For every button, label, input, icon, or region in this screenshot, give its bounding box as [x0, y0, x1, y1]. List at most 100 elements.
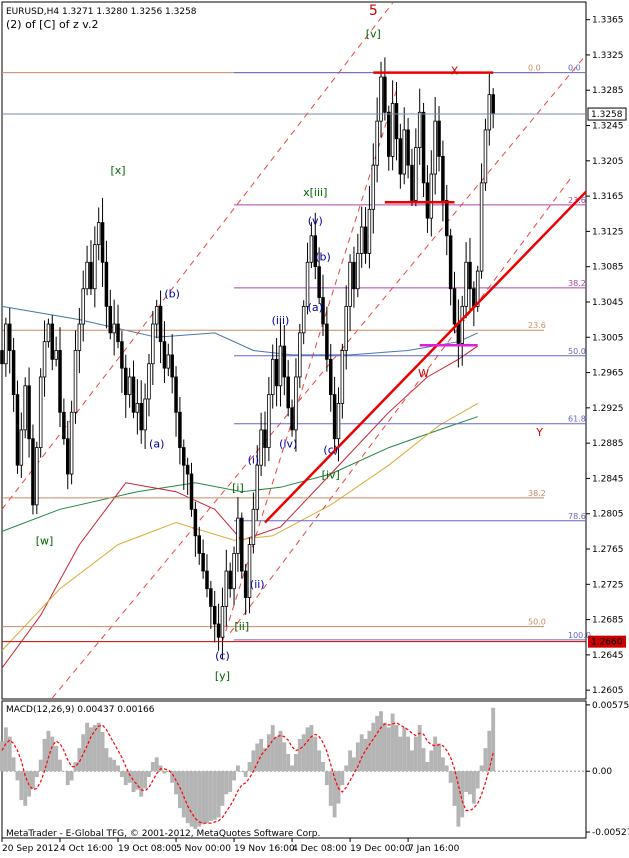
- candle-body: [317, 266, 321, 298]
- chart-title: EURUSD,H4 1.3271 1.3280 1.3256 1.3258: [6, 7, 197, 17]
- macd-histogram-bar: [355, 742, 360, 772]
- price-tick-label: 1.3245: [592, 122, 624, 132]
- candle-body: [151, 323, 155, 365]
- candle-body: [410, 164, 414, 201]
- candle-body: [305, 261, 310, 307]
- candle-body: [402, 129, 406, 175]
- macd-histogram-bar: [127, 771, 132, 783]
- macd-histogram-bar: [177, 771, 182, 809]
- candle-body: [77, 323, 82, 351]
- macd-histogram-bar: [255, 743, 260, 772]
- candle-body: [7, 323, 12, 351]
- candle-body: [220, 605, 225, 638]
- macd-histogram-bar: [0, 741, 4, 772]
- macd-histogram-bar: [270, 725, 275, 772]
- channel-line: [51, 54, 587, 699]
- macd-histogram-bar: [73, 762, 78, 772]
- macd-histogram-bar: [282, 742, 287, 772]
- macd-histogram-bar: [375, 715, 380, 772]
- macd-histogram-bar: [46, 730, 51, 772]
- wave-label: X: [451, 64, 459, 77]
- candle-body: [170, 354, 174, 378]
- footer-copyright: MetaTrader - E-Global TFG, © 2001-2012, …: [6, 829, 320, 839]
- candle-body: [73, 350, 78, 413]
- macd-histogram-bar: [421, 748, 426, 772]
- macd-histogram-bar: [150, 762, 155, 772]
- candle-body: [166, 354, 171, 369]
- price-tick-label: 1.3365: [592, 16, 624, 26]
- candle-body: [270, 358, 275, 396]
- candle-body: [93, 244, 97, 290]
- time-tick-label: 19 Oct 08:00: [118, 844, 177, 854]
- candle-body: [124, 367, 128, 396]
- chart-subtitle: (2) of [C] of z v.2: [6, 18, 98, 31]
- macd-histogram-bar: [313, 736, 318, 772]
- macd-histogram-bar: [131, 771, 136, 792]
- candle-body: [120, 341, 124, 369]
- macd-histogram-bar: [154, 757, 159, 772]
- candle-body: [38, 376, 43, 448]
- macd-histogram-bar: [425, 762, 430, 772]
- macd-histogram-bar: [468, 771, 472, 795]
- macd-histogram-bar: [475, 771, 480, 789]
- candle-body: [352, 261, 356, 290]
- candle-body: [464, 261, 468, 307]
- price-tick-label: 1.2645: [592, 651, 624, 661]
- candle-body: [35, 447, 39, 506]
- wave-label: [ii]: [234, 620, 249, 633]
- macd-histogram-bar: [170, 771, 175, 783]
- macd-histogram-bar: [3, 727, 8, 772]
- candle-body: [479, 182, 484, 272]
- macd-histogram-bar: [61, 771, 66, 772]
- candle-body: [69, 411, 74, 475]
- macd-histogram-bar: [483, 748, 488, 772]
- wave-label: [i]: [232, 482, 244, 495]
- price-axis: 1.3365 1.3325 1.3285 1.3245 1.3205 1.3165 1.31…: [586, 16, 627, 696]
- candle-body: [406, 129, 410, 166]
- macd-histogram-bar: [359, 734, 364, 772]
- macd-tick-label: 0.00: [592, 767, 612, 777]
- macd-histogram-bar: [31, 771, 35, 789]
- macd-histogram-bar: [464, 771, 469, 792]
- time-tick-label: 20 Sep 2012: [2, 844, 59, 854]
- macd-signal-line: [1, 722, 494, 824]
- macd-histogram-bar: [54, 745, 59, 772]
- macd-histogram-bar: [290, 765, 294, 772]
- candle-body: [445, 200, 449, 237]
- candle-body: [487, 94, 492, 131]
- candle-body: [131, 376, 136, 413]
- macd-histogram-bar: [50, 736, 55, 772]
- candle-body: [472, 288, 476, 307]
- price-panel-frame: [1, 1, 587, 700]
- macd-histogram-bar: [205, 771, 209, 824]
- candle-body: [127, 376, 132, 396]
- macd-histogram-bar: [19, 771, 24, 801]
- candle-body: [100, 222, 105, 263]
- macd-histogram-bar: [239, 771, 244, 772]
- fib-level-label: 23.6: [528, 321, 546, 330]
- macd-histogram-bar: [162, 771, 167, 774]
- candle-body: [236, 517, 240, 554]
- fib-level-label: 0.0: [528, 64, 541, 73]
- wave-label: [y]: [215, 670, 230, 683]
- candle-body: [139, 403, 143, 431]
- macd-histogram-bar: [259, 738, 264, 772]
- fib-level-label: 38.2: [568, 279, 586, 288]
- macd-histogram-bar: [201, 771, 206, 825]
- candle-body: [255, 464, 260, 510]
- candle-body: [178, 411, 182, 448]
- macd-histogram-bar: [452, 771, 457, 806]
- candle-body: [201, 553, 205, 572]
- macd-histogram-bar: [243, 771, 248, 777]
- macd-histogram-bar: [181, 771, 186, 818]
- candle-body: [228, 570, 232, 590]
- candle-body: [216, 623, 221, 638]
- wave-label: (b): [164, 288, 180, 301]
- macd-histogram-bar: [232, 771, 236, 781]
- macd-histogram-bar: [379, 711, 383, 772]
- macd-histogram-bar: [274, 736, 279, 772]
- candle-body: [379, 76, 383, 122]
- channel-line: [1, 2, 394, 510]
- candle-body: [158, 305, 163, 343]
- macd-histogram-bar: [197, 771, 202, 827]
